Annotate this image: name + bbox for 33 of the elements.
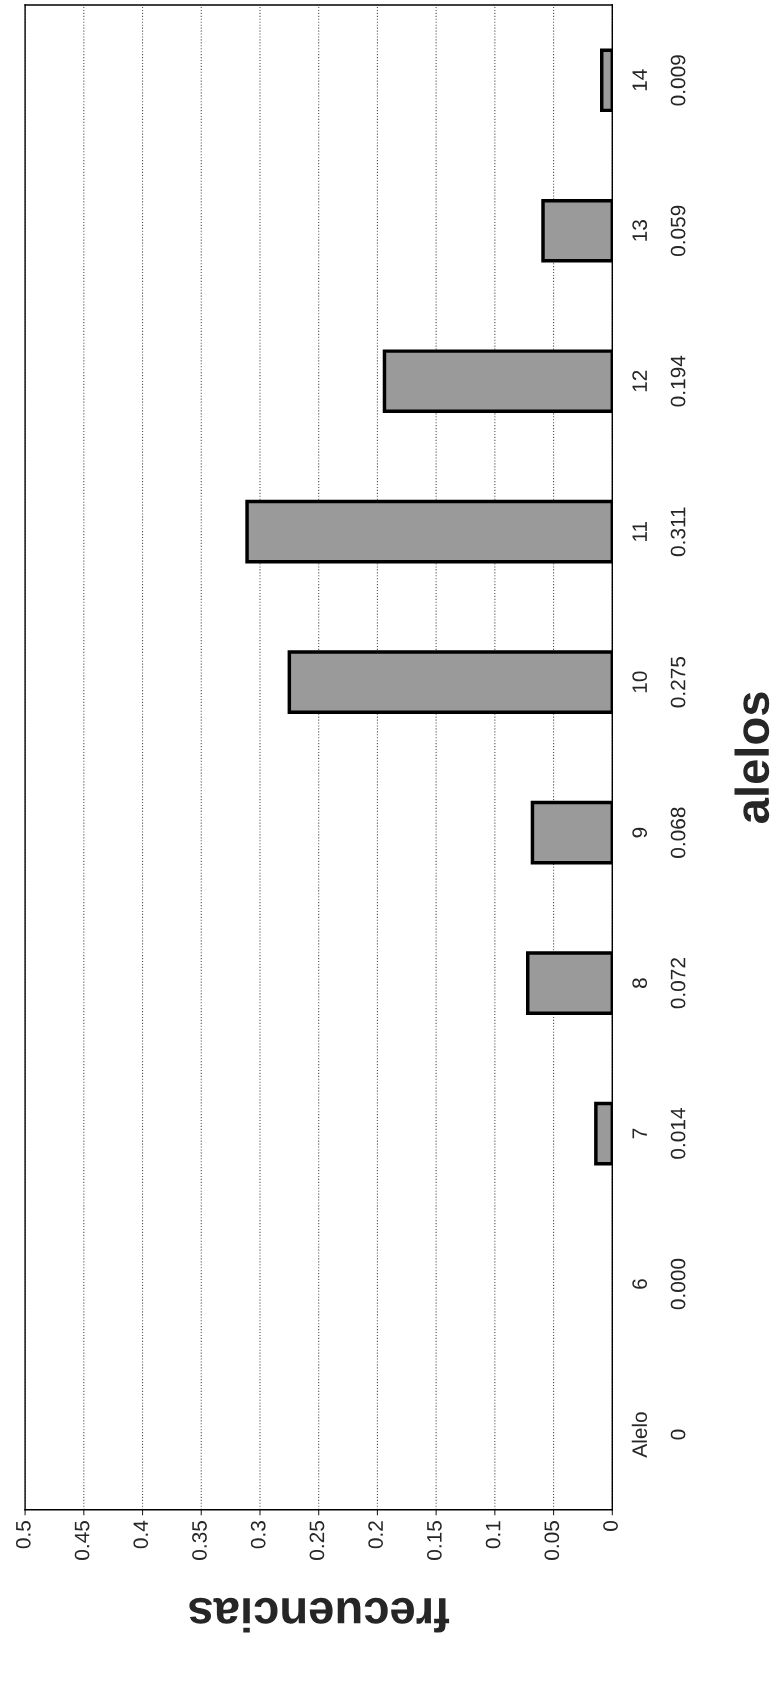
data-label: 0.068 [670,807,686,858]
y-tick-label: 14 [632,69,647,91]
data-label: 0.000 [670,1258,686,1310]
x-tick-label: 0.25 [309,1521,325,1560]
x-tick-label: 0.1 [485,1521,501,1549]
y-tick-label: 12 [632,370,647,392]
data-label: 0.311 [670,507,686,557]
y-tick-label: 7 [632,1128,647,1139]
y-axis-title: alelos [734,692,770,823]
data-label: 0.059 [670,205,686,257]
y-tick-label: 6 [632,1279,648,1289]
x-tick-label: 0.5 [15,1521,31,1549]
x-tick-label: 0.4 [133,1520,149,1549]
y-tick-label: 8 [632,978,648,988]
x-tick-label: 0.05 [544,1521,560,1560]
y-tick-label: Alelo [631,1412,648,1458]
x-tick-label: 0.3 [250,1521,266,1549]
x-tick-label: 0 [603,1520,618,1531]
data-label: 0.009 [670,55,686,106]
y-tick-label: 11 [632,521,647,541]
y-tick-label: 10 [632,671,648,693]
data-label: 0.194 [670,355,686,407]
x-tick-label: 0.35 [192,1521,207,1560]
data-label: 0.014 [670,1108,686,1159]
data-label: 0.275 [670,656,686,708]
y-tick-label: 13 [632,220,648,241]
data-label: 0 [670,1429,686,1440]
x-tick-label: 0.15 [426,1521,442,1560]
x-axis-title: frecuencias [189,1597,450,1633]
x-tick-label: 0.45 [74,1521,90,1560]
data-label: 0.072 [670,958,686,1009]
x-tick-label: 0.2 [368,1521,384,1549]
y-tick-label: 9 [632,827,648,838]
